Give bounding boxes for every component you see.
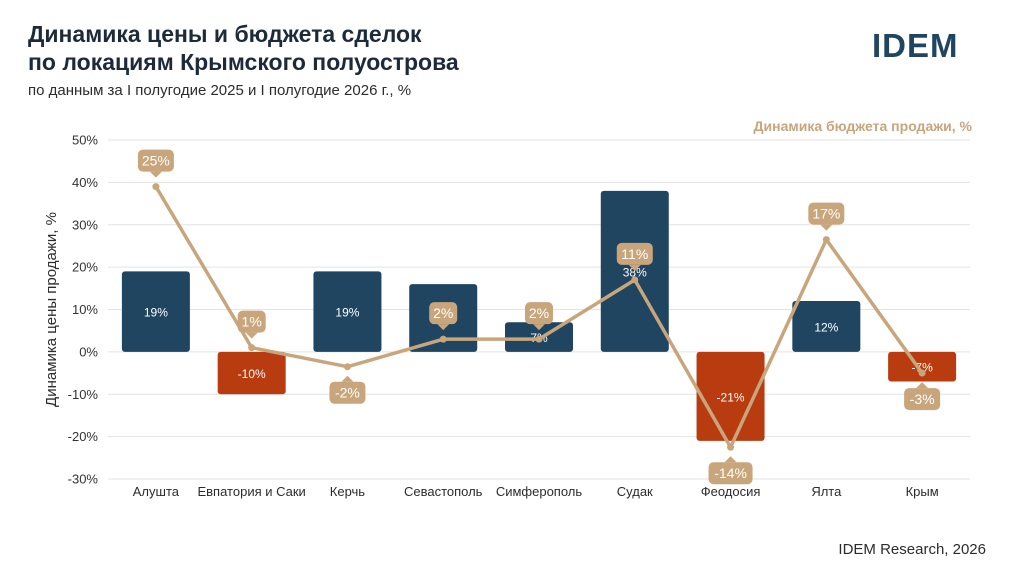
brand-logo: IDEM: [872, 27, 959, 64]
line-value-label: 25%: [142, 153, 170, 169]
y-tick-label: -10%: [68, 387, 99, 402]
line-value-label: -3%: [910, 391, 935, 407]
bar: [121, 271, 190, 352]
callout-pointer: [149, 171, 162, 178]
line-point: [152, 183, 160, 191]
y-tick-label: 20%: [72, 260, 98, 275]
line-value-callout: [329, 381, 366, 404]
line-value-label: 11%: [621, 246, 648, 262]
y-tick-label: 30%: [72, 217, 98, 232]
callout-pointer: [724, 456, 737, 463]
x-category-label: Симферополь: [496, 484, 583, 499]
y-tick-label: 0%: [79, 344, 98, 359]
line-value-label: 2%: [433, 305, 453, 321]
bar-value-label: 38%: [623, 265, 647, 279]
x-category-label: Евпатория и Саки: [197, 484, 305, 499]
line-value-callout: [708, 462, 753, 485]
line-point: [535, 335, 543, 343]
bar: [888, 351, 957, 382]
line-point: [727, 443, 735, 451]
y-tick-label: -30%: [68, 472, 99, 487]
chart-title: Динамика цены и бюджета сделок по локаци…: [28, 21, 459, 75]
chart-subtitle: по данным за I полугодие 2025 и I полуго…: [28, 82, 412, 99]
line-value-callout: [904, 388, 941, 411]
callout-pointer: [437, 324, 450, 331]
callout-pointer: [245, 332, 258, 339]
x-category-label: Феодосия: [701, 484, 761, 499]
y-tick-label: 10%: [72, 302, 98, 317]
x-category-label: Севастополь: [404, 484, 483, 499]
line-point: [822, 236, 830, 244]
line-value-label: 17%: [812, 206, 840, 222]
bar-value-label: 19%: [144, 306, 168, 320]
line-point: [918, 369, 926, 377]
bar-value-label: 12%: [814, 320, 838, 334]
line-value-callout: [616, 242, 653, 265]
callout-pointer: [820, 224, 833, 231]
y-tick-label: 40%: [72, 175, 98, 190]
x-category-label: Крым: [906, 484, 939, 499]
line-value-callout: [137, 149, 174, 172]
line-value-callout: [429, 302, 458, 325]
line-value-callout: [525, 302, 553, 325]
callout-pointer: [916, 382, 929, 389]
line-value-label: 1%: [242, 314, 262, 330]
line-value-label: -14%: [714, 465, 747, 481]
line-value-callout: [808, 202, 845, 225]
callout-pointer: [628, 264, 641, 271]
line-point: [439, 335, 447, 343]
line-value-callout: [237, 310, 266, 333]
line-series-legend: Динамика бюджета продажи, %: [753, 118, 972, 134]
bar: [217, 351, 286, 395]
line-value-label: 2%: [529, 305, 549, 321]
bar-value-label: -21%: [717, 390, 745, 404]
x-category-label: Алушта: [133, 484, 180, 499]
x-category-label: Керчь: [330, 484, 366, 499]
line-point: [248, 344, 256, 352]
callout-pointer: [533, 324, 545, 331]
source-note: IDEM Research, 2026: [838, 541, 986, 558]
bar-value-label: -10%: [238, 367, 266, 381]
y-axis-label: Динамика цены продажи, %: [43, 212, 60, 407]
line-value-label: -2%: [335, 385, 360, 401]
line-point: [343, 363, 351, 371]
x-category-label: Судак: [617, 484, 653, 499]
y-tick-label: -20%: [68, 429, 99, 444]
callout-pointer: [341, 375, 354, 382]
bar: [313, 271, 382, 352]
line-point: [631, 276, 639, 284]
bar-value-label: 19%: [335, 306, 359, 320]
y-tick-label: 50%: [72, 133, 98, 148]
bar: [792, 301, 861, 352]
x-category-label: Ялта: [811, 484, 842, 499]
